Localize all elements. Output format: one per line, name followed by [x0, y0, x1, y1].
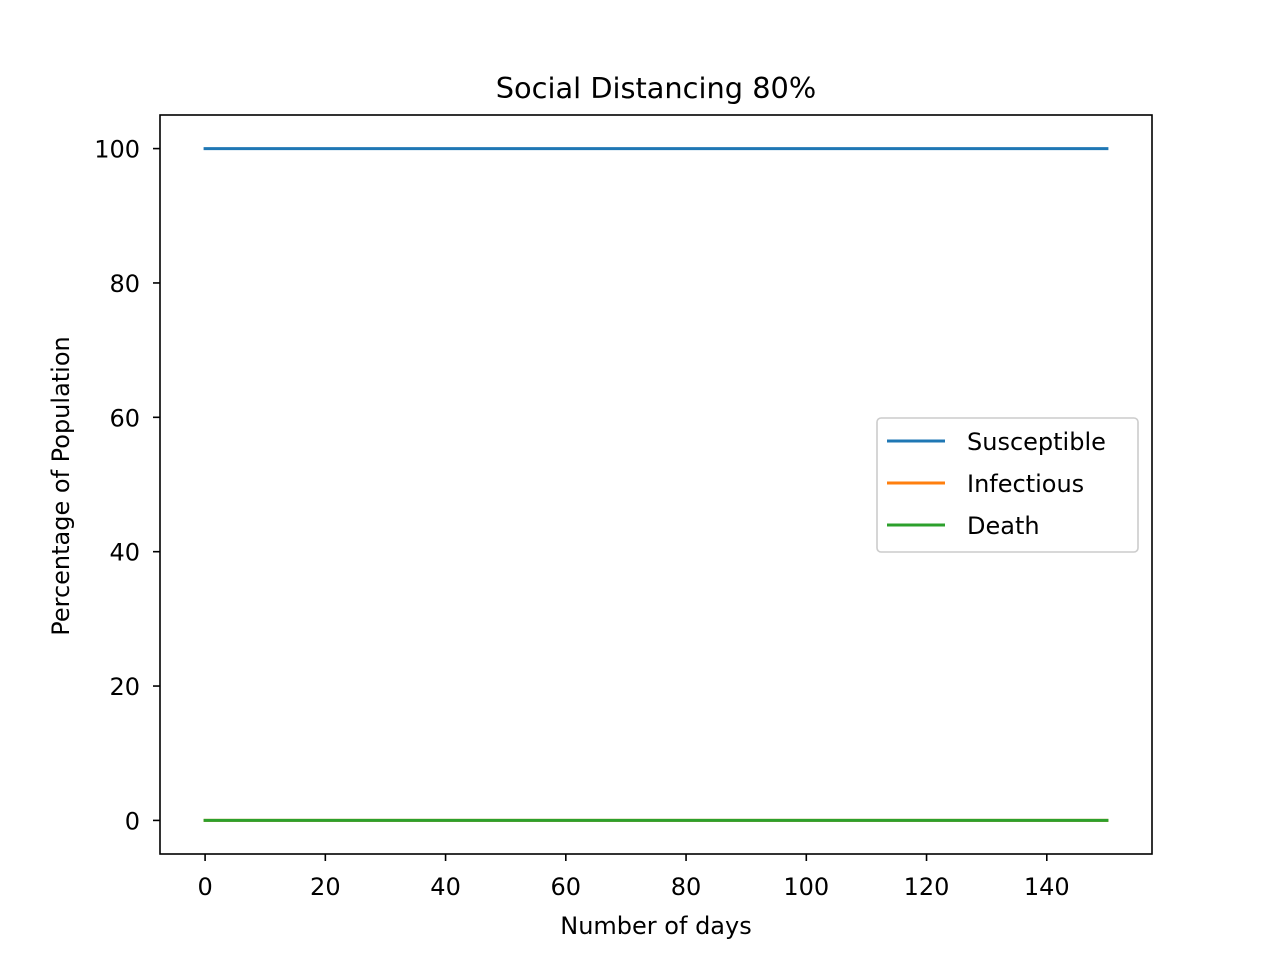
legend-label-infectious: Infectious — [967, 470, 1084, 498]
y-tick-label: 80 — [109, 270, 140, 298]
y-tick-label: 60 — [109, 404, 140, 432]
x-tick-label: 60 — [551, 873, 582, 901]
plot-area: 0 20 40 60 80 100 120 140 0 20 40 60 80 100 — [94, 114, 1153, 901]
x-tick-label: 0 — [197, 873, 212, 901]
y-tick-label: 100 — [94, 136, 140, 164]
x-axis-title: Number of days — [560, 912, 751, 940]
legend-label-death: Death — [967, 512, 1040, 540]
x-tick-label: 80 — [671, 873, 702, 901]
chart-title: Social Distancing 80% — [496, 71, 816, 105]
x-tick-label: 100 — [783, 873, 829, 901]
legend-box — [876, 417, 1139, 553]
x-tick-label: 40 — [430, 873, 461, 901]
y-tick-label: 0 — [125, 807, 140, 835]
y-tick-label: 40 — [109, 539, 140, 567]
axes-frame — [159, 114, 1153, 855]
legend-label-susceptible: Susceptible — [967, 428, 1106, 456]
x-tick-label: 120 — [904, 873, 950, 901]
legend: Susceptible Infectious Death — [876, 417, 1139, 553]
x-tick-label: 20 — [310, 873, 341, 901]
y-axis-title: Percentage of Population — [47, 336, 75, 636]
x-tick-label: 140 — [1024, 873, 1070, 901]
y-tick-label: 20 — [109, 673, 140, 701]
